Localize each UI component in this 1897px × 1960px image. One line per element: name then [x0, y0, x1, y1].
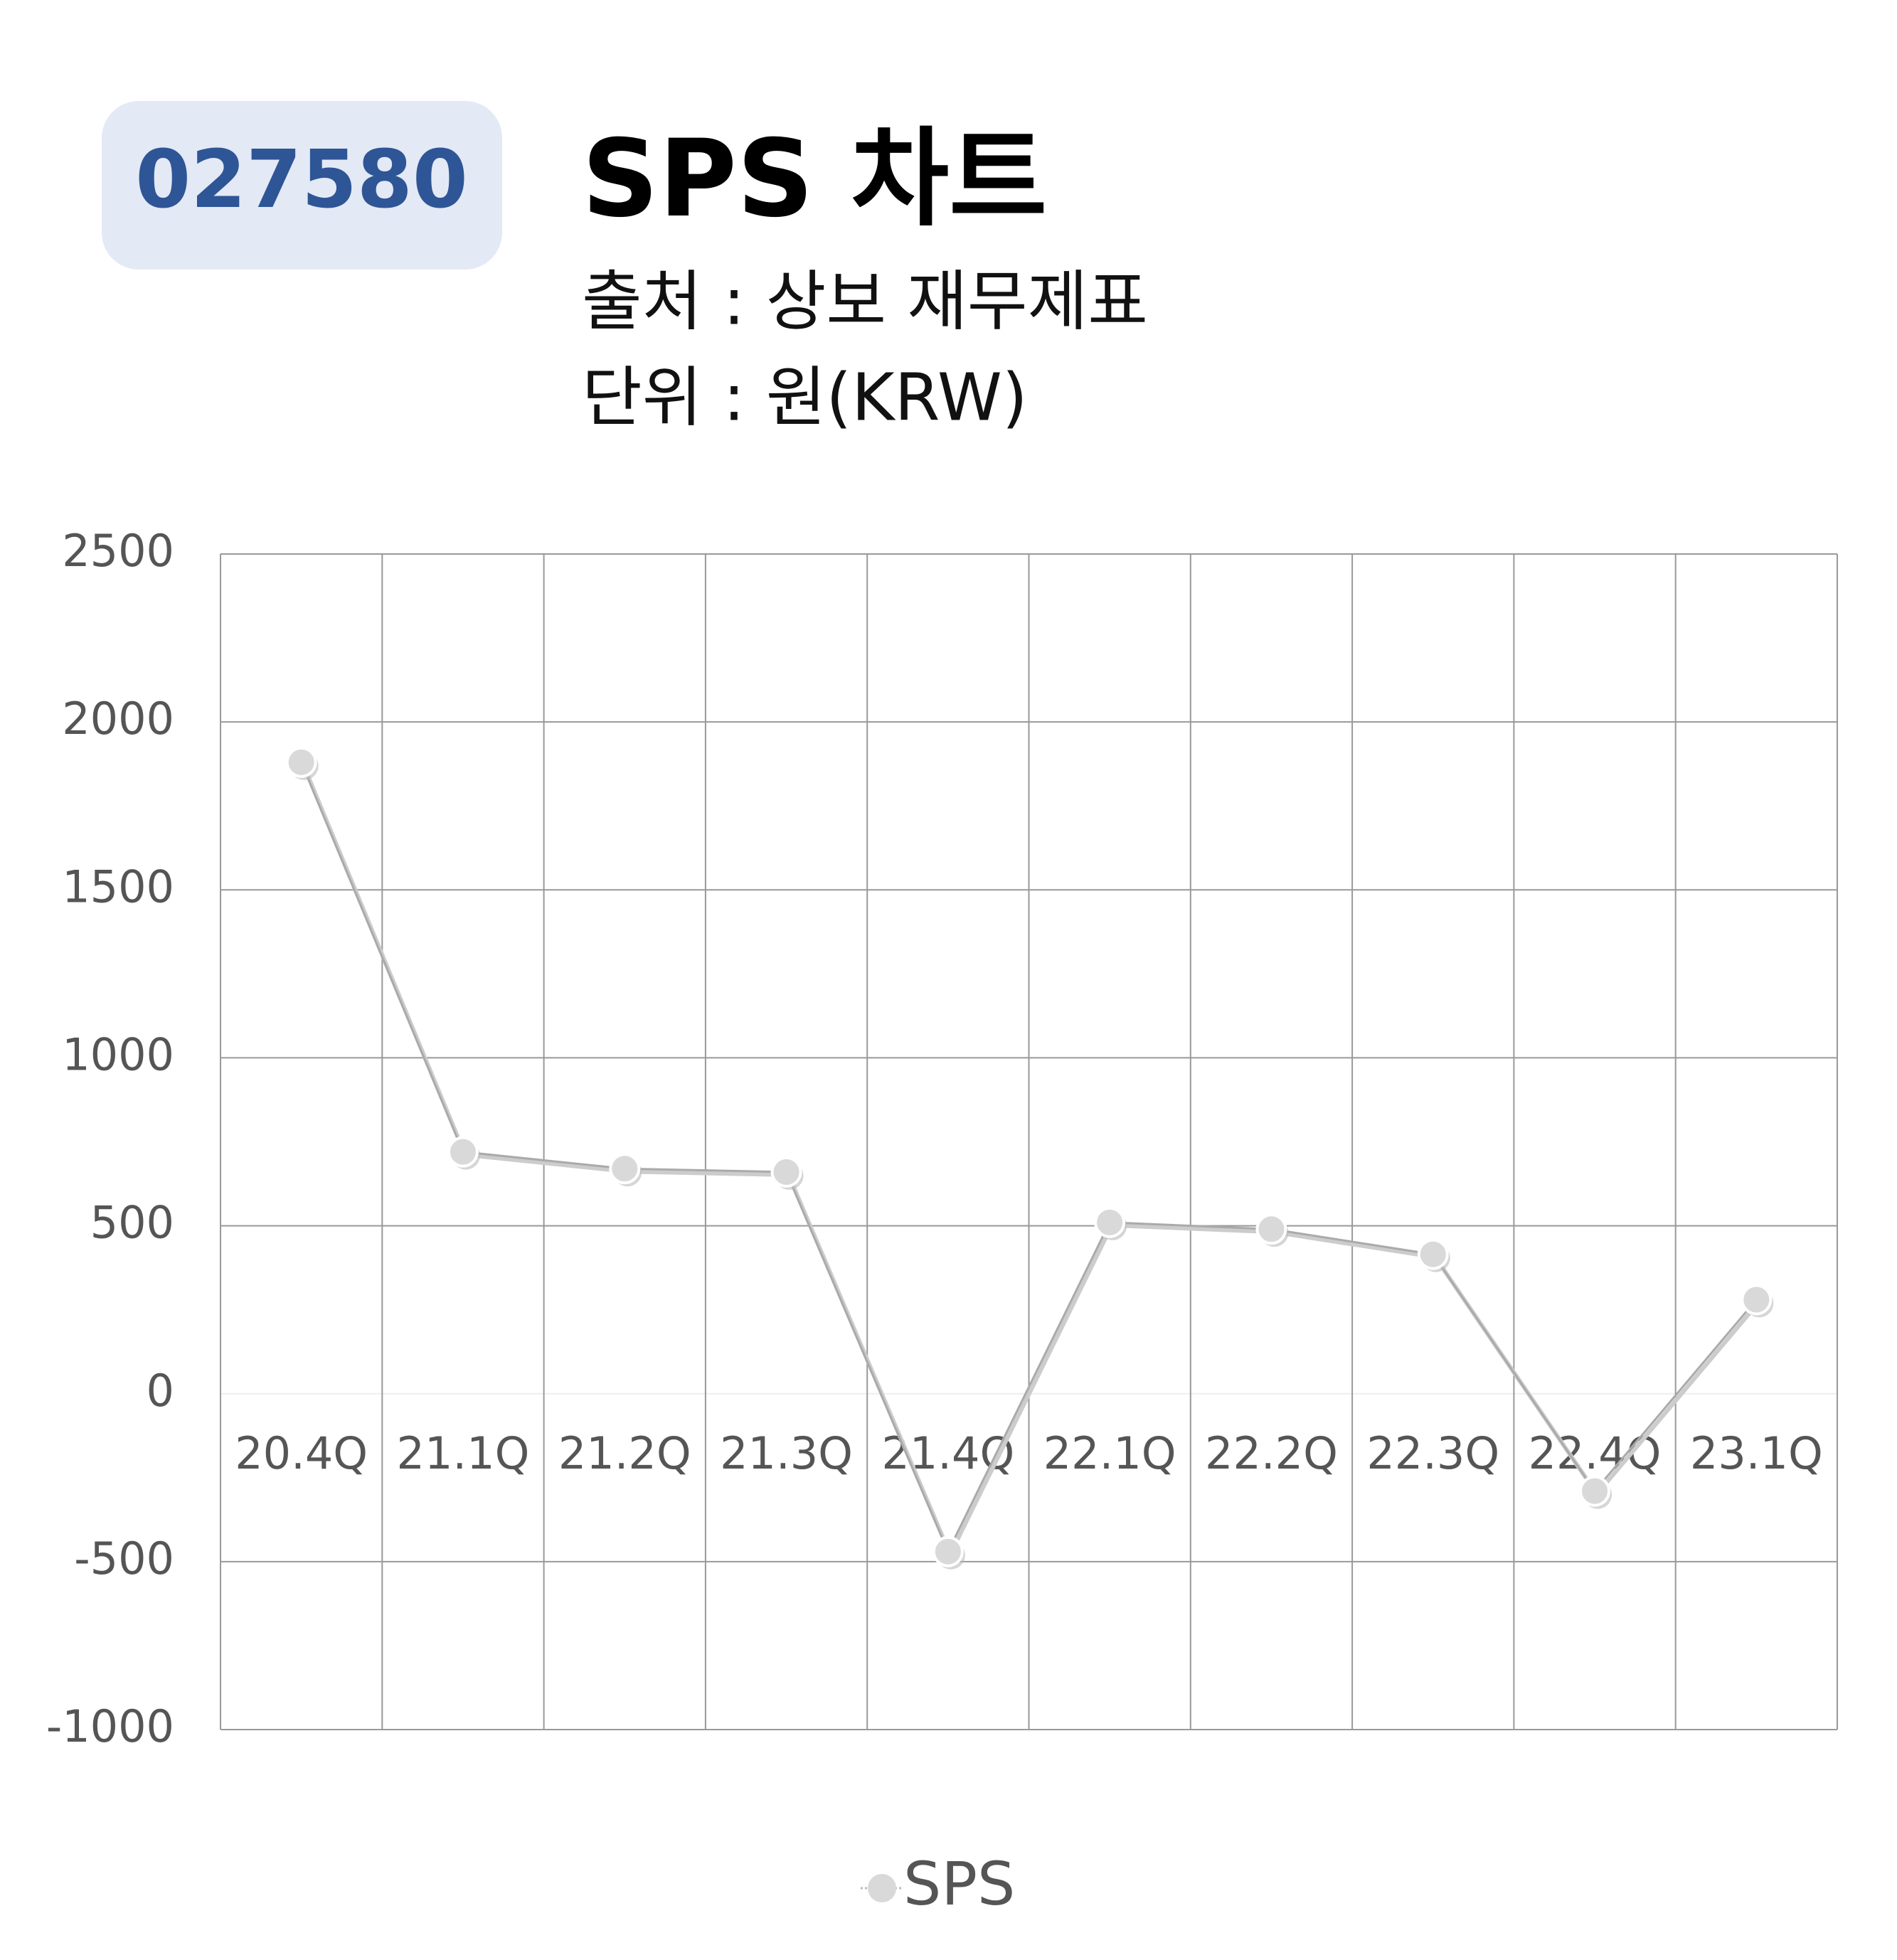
- x-tick-label: 22.4Q: [1529, 1427, 1662, 1479]
- x-tick-label: 22.2Q: [1205, 1427, 1338, 1479]
- x-tick-label: 22.3Q: [1366, 1427, 1499, 1479]
- y-tick-label: 1500: [62, 861, 174, 912]
- y-tick-label: 2500: [62, 525, 174, 577]
- marker: [1579, 1475, 1611, 1507]
- marker: [1094, 1206, 1126, 1238]
- source: 출처 : 상보 재무제표: [582, 263, 1148, 339]
- x-tick-label: 20.4Q: [235, 1427, 368, 1479]
- marker: [1417, 1238, 1449, 1270]
- marker: [770, 1156, 802, 1188]
- x-tick-label: 23.1Q: [1690, 1427, 1823, 1479]
- y-tick-label: -1000: [46, 1700, 174, 1752]
- marker: [285, 746, 317, 778]
- code: 027580: [135, 134, 468, 226]
- y-tick-label: 1000: [62, 1029, 174, 1081]
- x-tick-label: 21.1Q: [397, 1427, 530, 1479]
- marker: [1741, 1284, 1773, 1316]
- unit: 단위 : 원(KRW): [582, 359, 1028, 435]
- code-badge: [102, 101, 502, 270]
- marker: [447, 1136, 479, 1168]
- marker: [932, 1535, 964, 1567]
- series-line: [300, 762, 1758, 1555]
- y-tick-label: -500: [74, 1533, 174, 1584]
- x-tick-label: 21.2Q: [558, 1427, 691, 1479]
- marker: [609, 1153, 641, 1185]
- y-tick-label: 500: [90, 1197, 174, 1249]
- marker: [1255, 1213, 1287, 1245]
- legend-marker: [868, 1874, 896, 1902]
- legend-label: SPS: [903, 1849, 1015, 1919]
- x-tick-label: 21.3Q: [720, 1427, 853, 1479]
- y-tick-label: 2000: [62, 693, 174, 745]
- x-tick-label: 22.1Q: [1043, 1427, 1176, 1479]
- y-tick-label: 0: [147, 1365, 174, 1417]
- title: SPS 차트: [582, 117, 1047, 241]
